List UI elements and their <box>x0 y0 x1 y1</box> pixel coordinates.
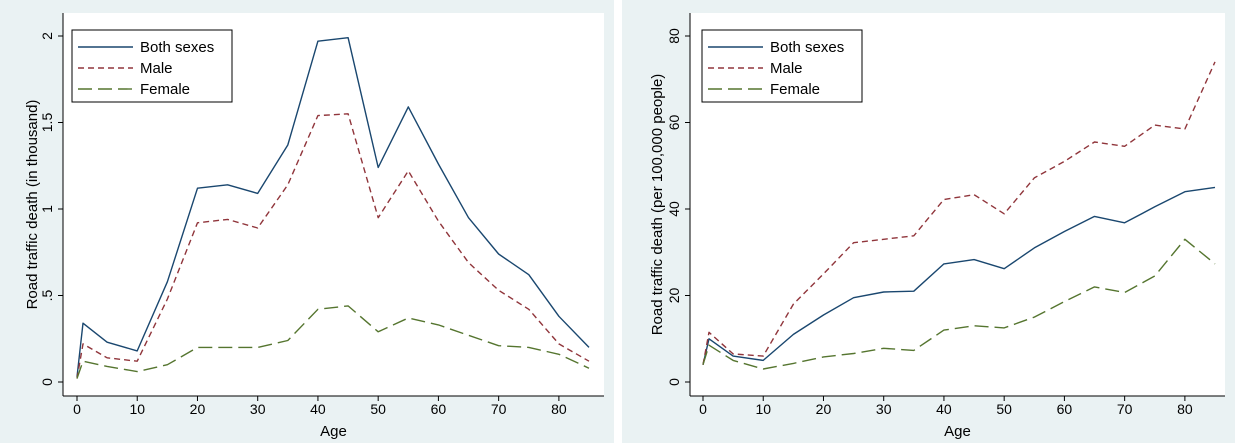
x-tick-label: 50 <box>996 401 1012 417</box>
series-line-female <box>76 305 590 379</box>
x-tick-label: 10 <box>755 401 771 417</box>
x-tick-label: 70 <box>1117 401 1133 417</box>
chart-right: 0 20 40 60 80 0 10 20 30 40 50 60 70 80 Age Road traffi… <box>649 13 1225 440</box>
series-line-female <box>702 238 1216 370</box>
y-tick-label: 2 <box>39 32 55 40</box>
x-tick-label: 40 <box>310 401 326 417</box>
chart-panel-right: 0 20 40 60 80 0 10 20 30 40 50 60 70 80 Age Road traffi… <box>622 0 1235 443</box>
y-tick-label: 20 <box>666 288 682 304</box>
y-axis-title: Road traffic death (per 100,000 people) <box>649 74 666 336</box>
y-tick-label: 1.5 <box>39 113 55 133</box>
legend-label: Both sexes <box>140 39 214 56</box>
y-tick-label: 60 <box>666 115 682 131</box>
x-tick-label: 70 <box>491 401 507 417</box>
legend <box>71 29 233 103</box>
x-axis-title: Age <box>944 423 971 440</box>
legend-label: Male <box>140 60 173 77</box>
x-tick-label: 40 <box>936 401 952 417</box>
y-tick-label: 40 <box>666 201 682 217</box>
x-tick-label: 0 <box>699 401 707 417</box>
y-tick-label: 0 <box>666 378 682 386</box>
x-axis-title: Age <box>320 423 347 440</box>
x-tick-label: 60 <box>431 401 447 417</box>
x-tick-label: 80 <box>1177 401 1193 417</box>
legend-label: Both sexes <box>770 39 844 56</box>
chart-panel-left: 0.5 1 1.5 2 0 10 20 30 40 50 60 70 80 Age Road traffic… <box>0 0 614 443</box>
x-tick-label: 20 <box>816 401 832 417</box>
x-tick-label: 30 <box>250 401 266 417</box>
x-tick-label: 0 <box>73 401 81 417</box>
series-line-male <box>76 113 590 379</box>
y-axis-title: Road traffic death (in thousand) <box>24 100 41 310</box>
legend <box>701 29 863 103</box>
x-tick-label: 80 <box>551 401 567 417</box>
x-tick-label: 20 <box>190 401 206 417</box>
y-tick-label: 80 <box>666 28 682 44</box>
legend-label: Female <box>770 81 820 98</box>
legend-label: Female <box>140 81 190 98</box>
x-tick-label: 30 <box>876 401 892 417</box>
x-tick-label: 50 <box>370 401 386 417</box>
legend-label: Male <box>770 60 803 77</box>
y-tick-label: 0 <box>39 378 55 386</box>
x-tick-label: 60 <box>1057 401 1073 417</box>
y-tick-label: .5 <box>39 289 55 301</box>
series-line-male <box>702 61 1216 365</box>
series-line-both-sexes <box>76 37 590 377</box>
series-line-both-sexes <box>702 186 1216 365</box>
y-tick-label: 1 <box>39 205 55 213</box>
x-tick-label: 10 <box>129 401 145 417</box>
